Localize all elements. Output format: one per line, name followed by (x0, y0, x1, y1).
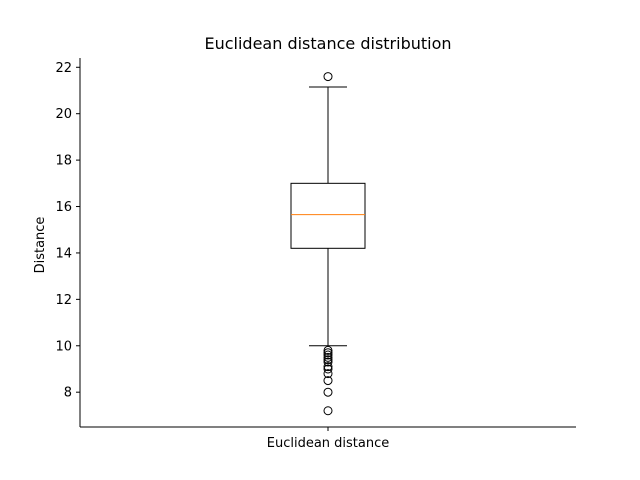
chart-title: Euclidean distance distribution (204, 34, 451, 53)
outlier-point (323, 352, 333, 362)
outlier-point (323, 387, 333, 397)
x-tick-label: Euclidean distance (267, 436, 390, 451)
outlier-point (323, 376, 333, 386)
outlier-point (323, 350, 333, 360)
outlier-point (323, 364, 333, 374)
outlier-point (323, 72, 333, 82)
plot-area (290, 72, 366, 416)
outlier-point (323, 406, 333, 416)
y-tick-label: 16 (55, 200, 72, 215)
iqr-box (290, 182, 366, 249)
outlier-point (323, 369, 333, 379)
y-tick-label: 12 (55, 293, 72, 308)
outlier-point (323, 357, 333, 367)
x-ticks: Euclidean distance (267, 427, 390, 451)
y-ticks: 8 10 12 14 16 18 20 22 (55, 61, 80, 401)
y-axis-label: Distance (33, 217, 48, 274)
y-tick-label: 18 (55, 154, 72, 169)
y-tick-label: 14 (55, 246, 72, 261)
y-tick-label: 10 (55, 339, 72, 354)
y-tick-label: 20 (55, 107, 72, 122)
y-tick-label: 8 (64, 386, 72, 401)
outlier-point (323, 355, 333, 365)
outlier-point (323, 362, 333, 372)
outlier-point (323, 348, 333, 358)
y-tick-label: 22 (55, 61, 72, 76)
outlier-point (323, 345, 333, 355)
